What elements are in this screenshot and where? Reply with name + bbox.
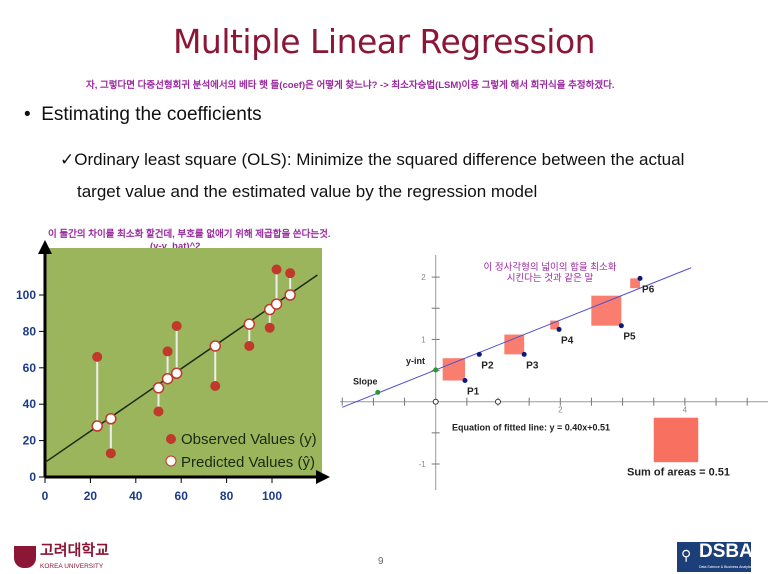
y-tick-label: 80 — [23, 324, 37, 338]
x-axis-arrow — [316, 470, 330, 484]
sum-of-areas-square — [653, 417, 699, 463]
y-axis-arrow — [38, 240, 52, 254]
bullet-marker: • — [24, 104, 31, 125]
data-point — [476, 351, 482, 357]
data-point — [618, 323, 624, 329]
y-tick-label: 60 — [23, 361, 37, 375]
dsba-logo-text: DSBA — [699, 541, 753, 562]
korea-university-crest-icon — [14, 546, 36, 568]
residual-square — [591, 295, 622, 326]
check-icon: ✓ — [60, 150, 75, 169]
legend-predicted-marker — [165, 455, 177, 467]
origin-marker — [432, 398, 439, 405]
data-point — [556, 326, 562, 332]
y-intercept-point — [433, 367, 439, 373]
predicted-point — [105, 413, 117, 425]
slope-point — [375, 389, 381, 395]
sum-of-areas-label: Sum of areas = 0.51 — [627, 467, 730, 479]
x-tick-label: 40 — [129, 489, 143, 503]
page-number: 9 — [378, 556, 384, 567]
y-tick-label: 0 — [29, 470, 36, 484]
residual-square — [504, 334, 525, 355]
observed-vs-predicted-chart: 0 20 40 60 80 100 0 20 40 60 80 100 Observed Values … — [16, 240, 330, 503]
predicted-point — [209, 340, 221, 352]
sub-bullet-line1: ✓Ordinary least square (OLS): Minimize t… — [60, 150, 684, 170]
observed-point — [285, 268, 296, 279]
equation-label: Equation of fitted line: y = 0.40x+0.51 — [452, 423, 610, 433]
observed-point — [105, 448, 116, 459]
x-tick-label: 0 — [42, 489, 49, 503]
predicted-point — [91, 420, 103, 432]
point-label: P3 — [526, 360, 539, 371]
bullet-item: • Estimating the coefficients — [24, 104, 262, 126]
predicted-point — [170, 367, 183, 380]
sub-bullet-line2: target value and the estimated value by … — [77, 182, 538, 201]
x-tick-label: 4 — [683, 406, 688, 415]
y-tick-label: 1 — [421, 335, 426, 344]
dsba-logo-subtext: Data Science & Business Analytics — [699, 565, 754, 569]
data-point — [521, 351, 527, 357]
y-tick-label: 2 — [421, 273, 426, 282]
x-tick-label: 80 — [220, 489, 234, 503]
residual-square — [630, 278, 641, 289]
slope-label: Slope — [353, 376, 378, 386]
y-tick-label: 100 — [16, 288, 36, 302]
point-label: P6 — [642, 284, 655, 295]
predicted-point — [243, 318, 256, 330]
y-intercept-label: y-int — [406, 356, 425, 366]
korea-university-logo-kr: 고려대학교 — [40, 542, 110, 559]
x-tick-label: 60 — [175, 489, 189, 503]
legend-observed-label: Observed Values (y) — [181, 431, 317, 448]
observed-point — [92, 351, 103, 362]
x-tick-label: 20 — [84, 489, 98, 503]
bullet-text: Estimating the coefficients — [41, 104, 262, 125]
least-squares-chart: 2 4 -1 1 2 P1 P2 P3 P4 P5 P6 Slope y-int Equation of … — [340, 255, 768, 490]
observed-point — [244, 340, 255, 351]
predicted-point — [152, 382, 165, 394]
data-point — [462, 378, 468, 384]
annotation-left: 이 둘간의 차이를 최소화 할건데, 부호를 없애기 위해 제곱합을 쓴다는것. — [48, 229, 331, 240]
dsba-logo: ⚲ DSBA Data Science & Business Analytics — [677, 541, 754, 572]
observed-point — [162, 346, 173, 357]
observed-point — [153, 406, 164, 417]
observed-point — [264, 322, 275, 333]
predicted-point — [161, 372, 174, 385]
point-label: P1 — [467, 387, 480, 398]
y-tick-label: 20 — [23, 434, 37, 448]
legend-observed-marker — [166, 434, 176, 444]
slide-title: Multiple Linear Regression — [172, 22, 596, 61]
y-tick-label: 40 — [23, 397, 37, 411]
point-label: P5 — [623, 332, 636, 343]
fitted-line — [342, 267, 692, 408]
point-label: P2 — [481, 360, 494, 371]
korea-university-logo-en: KOREA UNIVERSITY — [40, 563, 104, 570]
sub-bullet-text: Ordinary least square (OLS): Minimize th… — [74, 150, 685, 169]
data-point — [637, 275, 643, 281]
legend-predicted-label: Predicted Values (ŷ) — [181, 454, 315, 471]
annotation-top: 자, 그렇다면 다중선형회귀 분석에서의 베타 햇 들(coef)은 어떻게 찾… — [86, 80, 615, 91]
x-tick-label: 2 — [558, 406, 563, 415]
observed-point — [271, 264, 282, 275]
predicted-point — [284, 289, 296, 301]
x-tick-label: 100 — [262, 489, 282, 503]
unit-marker — [495, 398, 501, 405]
annotation-left-formula: (y-y_hat)^2 — [150, 241, 201, 252]
residual-square — [442, 358, 465, 381]
y-tick-label: -1 — [419, 460, 427, 469]
observed-point — [210, 381, 221, 391]
annotation-right: 이 정사각형의 넓이의 합을 최소화 시킨다는 것과 같은 말 — [483, 262, 617, 284]
predicted-point — [270, 298, 283, 310]
network-icon: ⚲ — [681, 547, 692, 563]
observed-point — [171, 320, 182, 331]
residual-square — [550, 320, 560, 330]
point-label: P4 — [561, 335, 574, 346]
